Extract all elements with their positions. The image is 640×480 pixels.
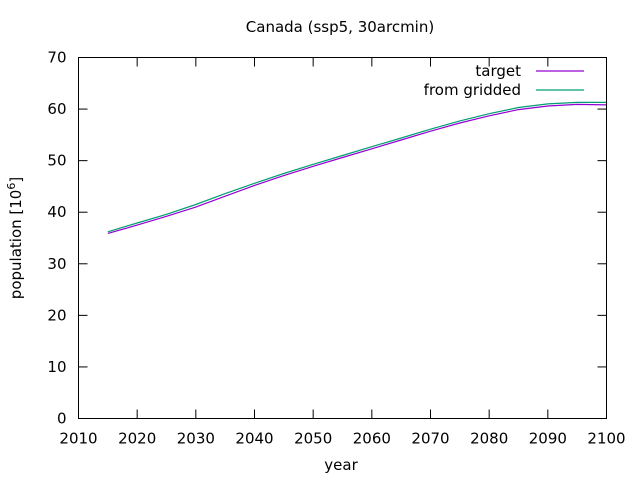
y-axis-label-superscript: 6 xyxy=(5,183,18,190)
legend-label: target xyxy=(475,62,521,80)
x-tick-label: 2100 xyxy=(587,430,625,448)
y-tick-label: 60 xyxy=(47,100,66,118)
x-tick-label: 2030 xyxy=(177,430,215,448)
x-tick-label: 2040 xyxy=(235,430,273,448)
series-line-from-gridded xyxy=(107,101,607,233)
y-tick-label: 50 xyxy=(47,152,66,170)
y-tick-label: 30 xyxy=(47,255,66,273)
x-tick-label: 2090 xyxy=(529,430,567,448)
y-axis-label-main: population [10 xyxy=(7,190,25,300)
y-axis-label-suffix: ] xyxy=(7,177,25,183)
x-axis-ticks: 2010 2020 2030 2040 2050 2060 2070 2080 2090 2100 xyxy=(59,57,626,448)
x-tick-label: 2050 xyxy=(294,430,332,448)
series-line-target xyxy=(107,103,607,234)
series-lines xyxy=(107,101,607,234)
x-tick-label: 2060 xyxy=(353,430,391,448)
y-axis-label: population [106] xyxy=(5,177,25,299)
x-axis-label: year xyxy=(324,456,358,474)
y-axis-ticks: 0 10 20 30 40 50 60 70 xyxy=(47,49,607,428)
y-tick-label: 70 xyxy=(47,49,66,67)
x-tick-label: 2080 xyxy=(470,430,508,448)
chart-title: Canada (ssp5, 30arcmin) xyxy=(246,18,434,36)
x-tick-label: 2070 xyxy=(411,430,449,448)
x-tick-label: 2010 xyxy=(59,430,97,448)
y-tick-label: 20 xyxy=(47,306,66,324)
x-tick-label: 2020 xyxy=(118,430,156,448)
plot-border xyxy=(78,57,607,419)
y-tick-label: 10 xyxy=(47,358,66,376)
legend-label: from gridded xyxy=(424,81,521,99)
y-tick-label: 40 xyxy=(47,203,66,221)
y-tick-label: 0 xyxy=(57,410,67,428)
